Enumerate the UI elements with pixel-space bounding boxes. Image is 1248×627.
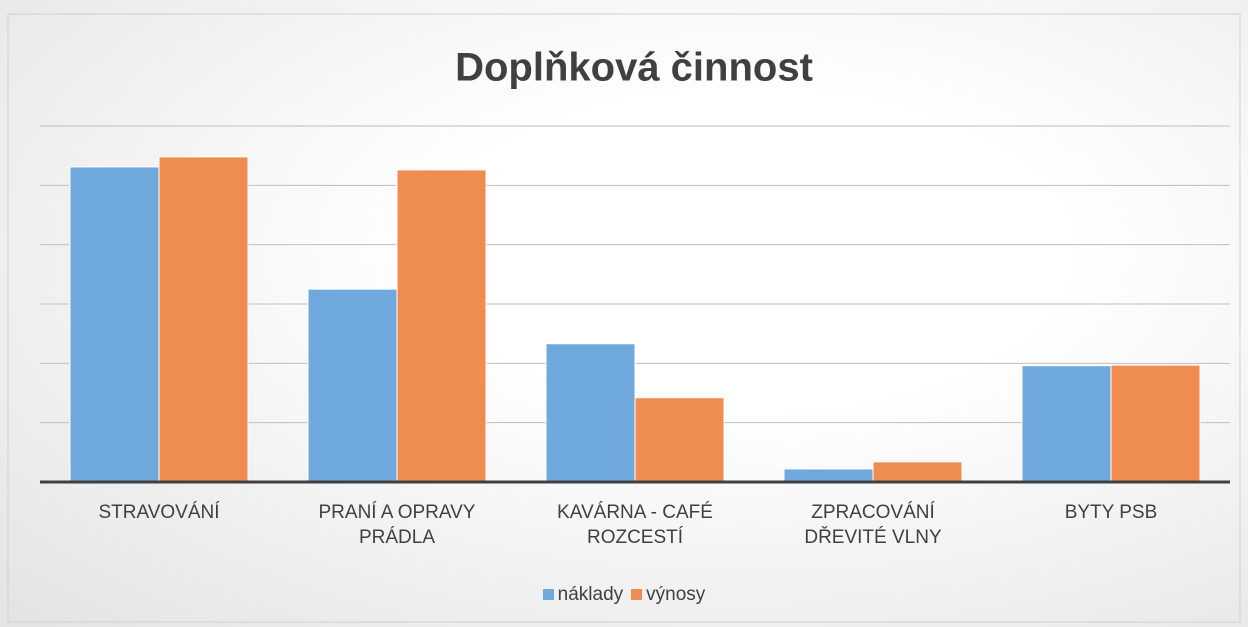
x-tick-label: ZPRACOVÁNÍ DŘEVITÉ VLNY [804, 502, 942, 548]
bar [396, 169, 487, 483]
legend-label: výnosy [646, 584, 706, 605]
bar [307, 288, 398, 483]
legend: náklady výnosy [0, 584, 1248, 606]
x-tick-label: KAVÁRNA - CAFÉ ROZCESTÍ [557, 502, 713, 548]
chart-title: Doplňková činnost [455, 46, 813, 90]
bar [158, 156, 249, 483]
legend-swatch [542, 589, 554, 600]
bar [69, 166, 160, 483]
legend-item: náklady [542, 584, 624, 606]
bar [1021, 365, 1112, 483]
legend-label: náklady [557, 584, 624, 605]
x-tick-label: PRANÍ A OPRAVY PRÁDLA [318, 502, 476, 548]
legend-swatch [631, 589, 643, 600]
bar [783, 468, 874, 483]
bar [872, 461, 963, 483]
legend-item: výnosy [631, 584, 705, 606]
chart-border [7, 13, 1241, 623]
x-tick-label: STRAVOVÁNÍ [98, 502, 220, 523]
bar [545, 343, 636, 483]
bar [1110, 364, 1201, 483]
bar [634, 397, 725, 483]
x-tick-label: BYTY PSB [1064, 502, 1158, 523]
